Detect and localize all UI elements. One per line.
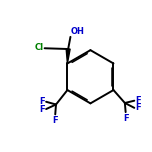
Polygon shape bbox=[66, 49, 70, 64]
Text: F: F bbox=[52, 116, 58, 125]
Text: F: F bbox=[123, 114, 128, 123]
Text: Cl: Cl bbox=[34, 43, 43, 52]
Text: OH: OH bbox=[71, 27, 85, 36]
Text: F: F bbox=[40, 105, 45, 114]
Text: F: F bbox=[135, 96, 141, 105]
Text: F: F bbox=[135, 103, 141, 112]
Text: F: F bbox=[40, 97, 45, 106]
